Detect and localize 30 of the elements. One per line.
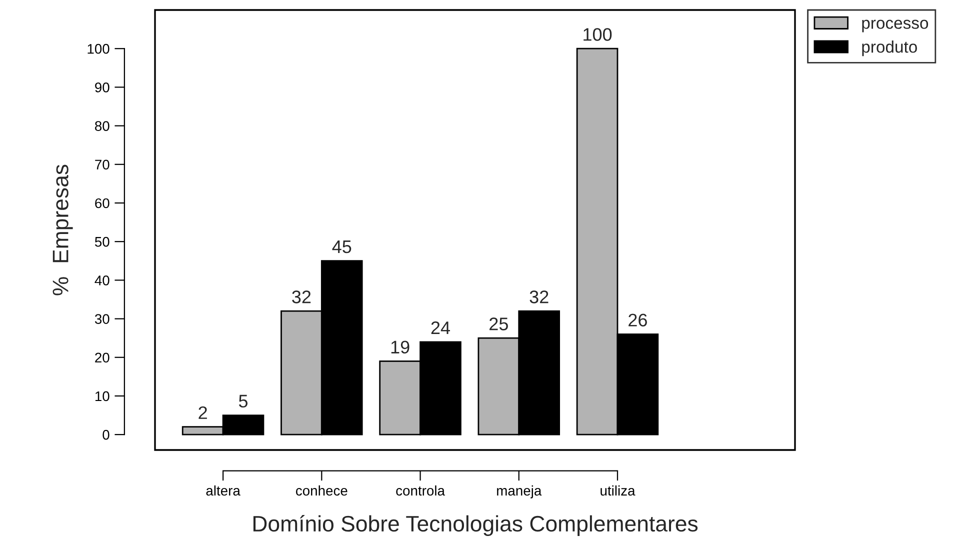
legend-label: processo <box>862 20 928 32</box>
x-tick-label: controla <box>396 485 445 496</box>
data-label: 32 <box>530 290 548 304</box>
x-tick-label: altera <box>206 485 240 496</box>
data-label: 25 <box>490 318 508 330</box>
y-tick-label: 90 <box>95 82 110 92</box>
y-axis-title: % Empresas <box>52 164 73 296</box>
data-label: 32 <box>292 290 311 304</box>
y-tick-label: 10 <box>95 391 110 402</box>
data-label: 26 <box>628 314 647 326</box>
y-tick-label: 30 <box>94 314 110 324</box>
data-label: 45 <box>332 240 352 254</box>
legend-label: produto <box>862 40 917 56</box>
y-tick-label: 40 <box>94 276 110 286</box>
data-label: 100 <box>584 28 612 41</box>
x-tick-label: maneja <box>497 485 542 498</box>
x-tick-label: conhece <box>296 485 348 496</box>
data-label: 2 <box>198 406 207 419</box>
y-tick-label: 80 <box>95 121 110 131</box>
x-axis-title: Domínio Sobre Tecnologias Complementares <box>253 515 698 536</box>
y-tick-label: 100 <box>88 44 110 54</box>
y-tick-label: 70 <box>95 160 110 170</box>
y-tick-label: 60 <box>95 198 110 208</box>
y-tick-label: 50 <box>94 236 110 247</box>
x-tick-label: utiliza <box>600 485 636 496</box>
data-label: 24 <box>431 321 450 334</box>
y-tick-label: 0 <box>102 430 110 440</box>
y-tick-label: 20 <box>95 352 110 363</box>
data-label: 19 <box>391 340 410 354</box>
data-label: 5 <box>238 394 248 408</box>
